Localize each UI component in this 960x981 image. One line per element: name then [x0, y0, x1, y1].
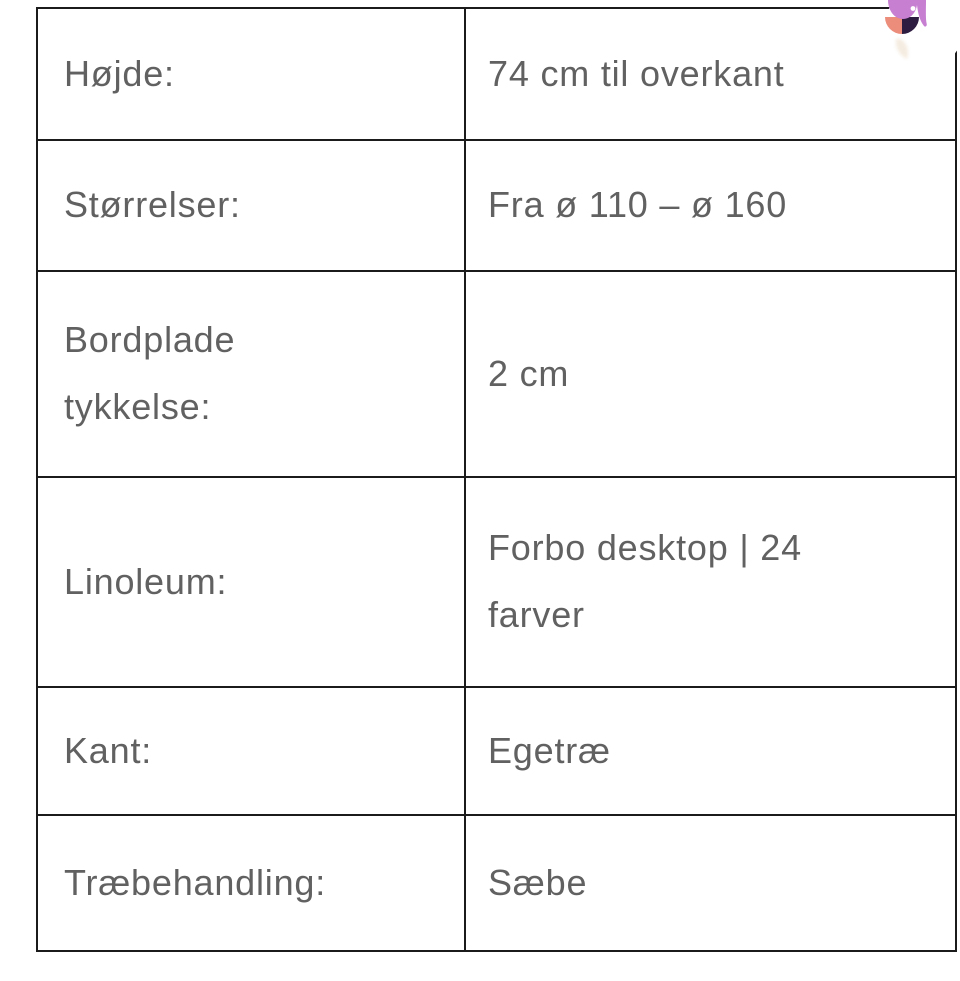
table-row: Størrelser: Fra ø 110 – ø 160 [38, 141, 955, 272]
spec-label-cell: Bordplade tykkelse: [38, 272, 466, 476]
logo-neck [888, 0, 927, 27]
logo-eye [910, 6, 916, 11]
spec-label: Højde: [64, 52, 175, 94]
spec-label-cell: Højde: [38, 9, 466, 139]
logo-wing-right [902, 17, 919, 34]
spec-value: 74 cm til overkant [488, 52, 785, 94]
spec-label-cell: Kant: [38, 688, 466, 814]
bird-logo-icon [876, 0, 960, 100]
spec-value-cell: Forbo desktop | 24 farver [466, 478, 955, 686]
spec-label: Kant: [64, 729, 153, 771]
spec-value-cell: Fra ø 110 – ø 160 [466, 141, 955, 270]
spec-label: Linoleum: [64, 560, 228, 602]
table-row: Højde: 74 cm til overkant [38, 9, 955, 141]
table-row: Linoleum: Forbo desktop | 24 farver [38, 478, 955, 688]
product-spec-table: Højde: 74 cm til overkant Størrelser: Fr… [36, 7, 957, 952]
spec-value-cell: 2 cm [466, 272, 955, 476]
spec-value: Forbo desktop | 24 farver [488, 527, 802, 635]
spec-label: Træbehandling: [64, 861, 327, 903]
spec-label-cell: Træbehandling: [38, 816, 466, 950]
spec-label-cell: Linoleum: [38, 478, 466, 686]
table-row: Træbehandling: Sæbe [38, 816, 955, 950]
spec-label: Størrelser: [64, 184, 241, 226]
spec-value: Fra ø 110 – ø 160 [488, 184, 788, 226]
logo-shadow [895, 38, 908, 59]
spec-label: Bordplade tykkelse: [64, 319, 236, 427]
spec-value-cell: Sæbe [466, 816, 955, 950]
spec-value: Egetræ [488, 729, 611, 771]
spec-value: Sæbe [488, 861, 588, 903]
spec-value-cell: Egetræ [466, 688, 955, 814]
logo-wing-left [885, 17, 902, 34]
spec-value: 2 cm [488, 352, 570, 394]
spec-label-cell: Størrelser: [38, 141, 466, 270]
spec-value-cell: 74 cm til overkant [466, 9, 955, 139]
table-row: Bordplade tykkelse: 2 cm [38, 272, 955, 478]
table-row: Kant: Egetræ [38, 688, 955, 816]
